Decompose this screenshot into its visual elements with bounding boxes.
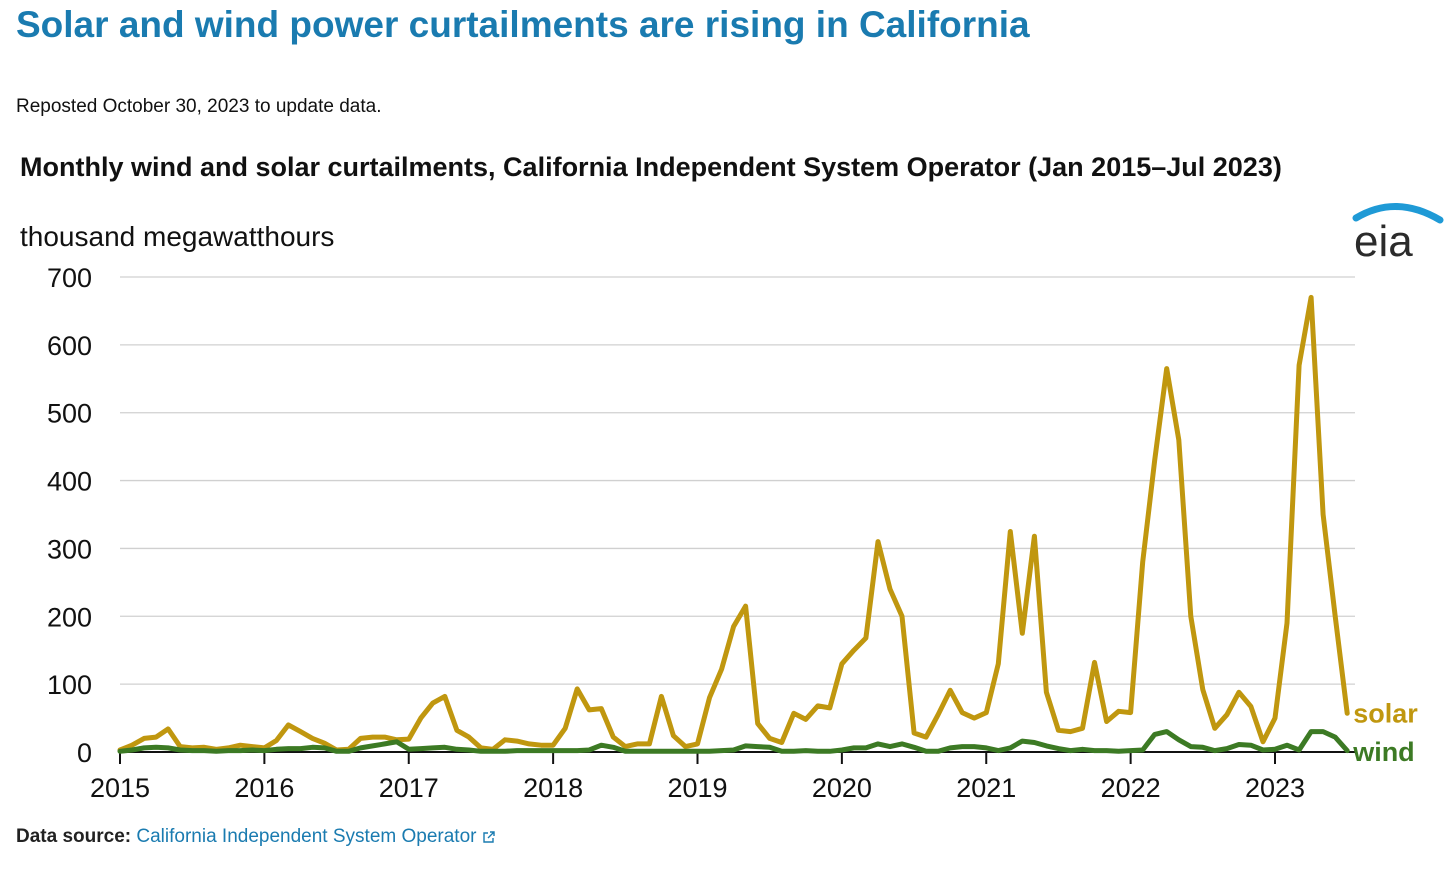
- series-line-wind: [117, 729, 1350, 754]
- x-tick-label: 2015: [90, 773, 150, 803]
- external-link-icon[interactable]: [482, 830, 496, 844]
- y-tick-label: 200: [47, 602, 92, 632]
- data-source-label: Data source:: [16, 826, 132, 847]
- y-tick-label: 100: [47, 670, 92, 700]
- x-tick-label: 2021: [956, 773, 1016, 803]
- series-end-labels: solar wind: [1352, 698, 1418, 766]
- y-tick-label: 300: [47, 534, 92, 564]
- data-source-footer: Data source: California Independent Syst…: [16, 826, 496, 848]
- chart-title: Monthly wind and solar curtailments, Cal…: [20, 152, 1282, 182]
- headline: Solar and wind power curtailments are ri…: [16, 4, 1030, 45]
- data-source-link[interactable]: California Independent System Operator: [136, 826, 477, 847]
- y-tick-label: 400: [47, 467, 92, 497]
- x-tick-label: 2016: [234, 773, 294, 803]
- series-label-wind: wind: [1352, 737, 1415, 767]
- eia-logo: eia: [1352, 203, 1444, 266]
- x-tick-label: 2022: [1101, 773, 1161, 803]
- x-tick-label: 2019: [667, 773, 727, 803]
- y-tick-label: 500: [47, 399, 92, 429]
- y-axis-unit-label: thousand megawatthours: [20, 221, 335, 252]
- x-tick-label: 2020: [812, 773, 872, 803]
- repost-note: Reposted October 30, 2023 to update data…: [16, 96, 382, 117]
- y-tick-label: 700: [47, 263, 92, 293]
- x-tick-label: 2017: [379, 773, 439, 803]
- x-tick-label: 2018: [523, 773, 583, 803]
- x-axis: 2015 2016 2017 2018 2019 2020 2021 2022 2023: [90, 751, 1355, 803]
- y-tick-label: 600: [47, 331, 92, 361]
- y-axis-ticks: 0 100 200 300 400 500 600 700: [47, 263, 92, 768]
- svg-text:eia: eia: [1354, 217, 1413, 266]
- series-label-solar: solar: [1353, 698, 1418, 728]
- series-lines: [117, 294, 1350, 754]
- x-tick-label: 2023: [1245, 773, 1305, 803]
- y-tick-label: 0: [77, 738, 92, 768]
- series-line-solar: [117, 294, 1350, 753]
